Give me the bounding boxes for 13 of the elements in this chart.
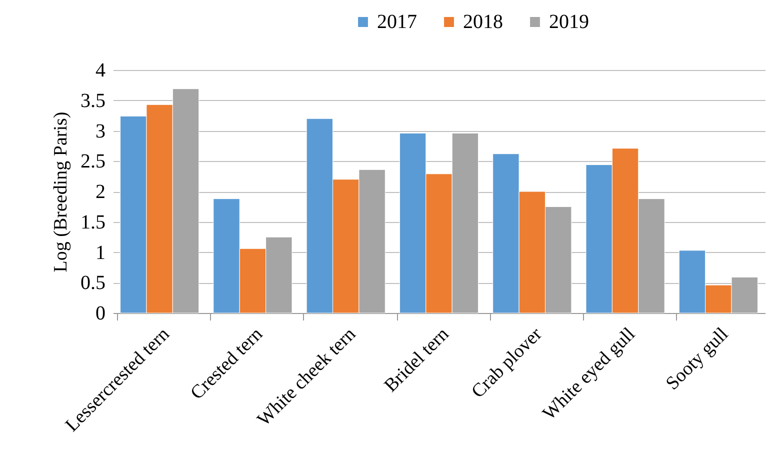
y-tick-label: 0 [96, 302, 106, 324]
legend-label: 2018 [463, 11, 503, 33]
y-tick-label: 4 [96, 60, 106, 82]
y-tick-label: 3.5 [80, 90, 106, 112]
y-tick-label: 2.5 [80, 150, 106, 173]
y-tick-label: 1 [96, 242, 106, 264]
y-tick-label: 0.5 [80, 272, 106, 294]
y-tick-label: 3 [96, 120, 106, 142]
legend-label: 2017 [377, 11, 417, 33]
y-tick-label: 2 [96, 181, 106, 203]
legend-label: 2019 [549, 11, 589, 33]
y-tick-label: 1.5 [80, 211, 106, 234]
y-axis-title: Log (Breeding Paris) [50, 112, 72, 272]
